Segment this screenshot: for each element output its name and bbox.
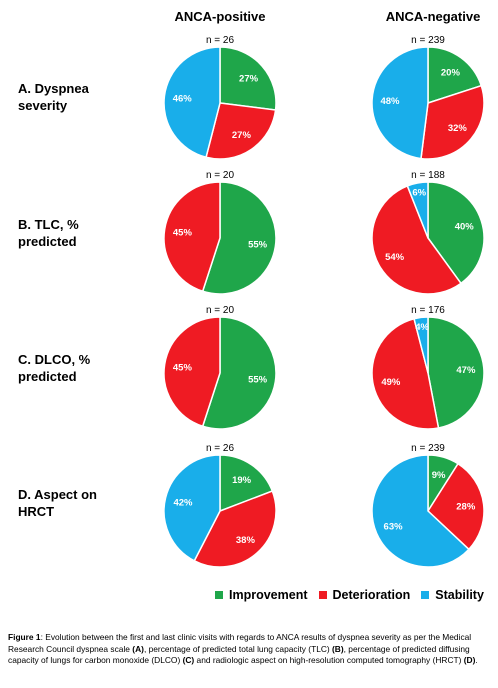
pie-charts-canvas: 27% 27% 46% n = 26 20% 32% 48% n = 239 55% 45% n =… [163,35,485,568]
caption-panel-ref: (B) [332,643,344,654]
pie-data-label-deterioration: 38% [236,535,256,546]
caption-text: . [475,655,478,666]
caption-text: , percentage of predicted diffusing capa… [8,643,470,666]
legend-item-stability: Stability [421,588,484,602]
pie-sample-size-label: n = 239 [411,35,445,46]
pie-data-label-stability: 48% [380,96,400,107]
legend-swatch-deterioration [318,591,327,599]
pie-data-label-improvement: 27% [239,73,259,84]
legend-label-deterioration: Deterioration [332,588,411,602]
row-label-line: severity [18,98,68,113]
pie-data-label-deterioration: 27% [232,130,252,141]
pie-data-label-stability: 42% [173,498,193,509]
pie-data-label-deterioration: 32% [448,123,468,134]
column-header-anca-negative: ANCA-negative [385,9,481,24]
pie-slice-stability [406,181,429,239]
pie-sample-size-label: n = 20 [206,170,235,181]
pie-slice-deterioration [163,181,221,293]
legend-label-improvement: Improvement [229,588,308,602]
caption-panel-ref: (C) [182,655,195,666]
pie-sample-size-label: n = 239 [411,443,445,454]
pie-slice-stability [371,454,470,568]
pie-slice-deterioration [163,316,221,428]
row-label-line: A. Dyspnea [18,81,89,96]
pie-sample-size-label: n = 26 [206,35,235,46]
legend-item-deterioration: Deterioration [318,588,411,602]
pie-slice-stability [413,316,429,374]
row-label-line: predicted [18,369,77,384]
pie-data-label-stability: 46% [173,94,193,105]
pie-data-label-stability: 63% [384,522,404,533]
row-label-tlc: B. TLC, % predicted [18,216,128,250]
chart-legend: Improvement Deterioration Stability [215,588,484,602]
caption-text: and radiologic aspect on high-resolution… [194,655,464,666]
pie-data-label-improvement: 47% [456,365,476,376]
row-label-line: HRCT [18,504,55,519]
caption-panel-ref: (D) [463,655,476,666]
pie-slice-deterioration [427,462,485,551]
pie-data-label-improvement: 55% [248,374,268,385]
row-label-line: C. DLCO, % [18,352,91,367]
pie-data-label-stability: 4% [415,322,429,333]
pie-data-label-deterioration: 28% [456,502,476,513]
pie-slice-deterioration [205,102,277,160]
row-label-hrct: D. Aspect on HRCT [18,486,128,520]
caption-text: , percentage of predicted total lung cap… [143,643,333,654]
pie-slice-improvement [201,316,277,430]
pie-data-label-improvement: 55% [248,239,268,250]
pie-sample-size-label: n = 176 [411,305,445,316]
pie-slice-deterioration [371,184,462,295]
legend-item-improvement: Improvement [215,588,308,602]
legend-label-stability: Stability [435,588,484,602]
row-label-line: D. Aspect on [18,487,97,502]
row-label-line: predicted [18,234,77,249]
pie-slice-improvement [427,316,485,429]
pie-data-label-deterioration: 45% [173,363,193,374]
legend-swatch-stability [421,591,430,599]
pie-slice-stability [371,46,429,160]
row-label-line: B. TLC, % [18,217,79,232]
pie-sample-size-label: n = 20 [206,305,235,316]
row-label-dlco: C. DLCO, % predicted [18,351,128,385]
figure-caption: Figure 1: Evolution between the first an… [8,632,493,667]
pie-data-label-deterioration: 45% [173,228,193,239]
column-header-anca-positive: ANCA-positive [174,9,266,24]
pie-slice-improvement [219,46,277,111]
pie-sample-size-label: n = 188 [411,170,445,181]
pie-data-label-deterioration: 54% [385,252,405,263]
legend-swatch-improvement [215,591,223,599]
caption-figure-label: Figure 1 [8,632,41,642]
pie-data-label-improvement: 19% [232,475,252,486]
pie-slice-improvement [219,454,274,513]
pie-data-label-improvement: 20% [441,68,461,79]
pie-data-label-improvement: 40% [455,222,475,233]
pie-data-label-deterioration: 49% [381,377,401,388]
pie-data-label-improvement: 9% [432,470,446,481]
pie-slice-stability [163,46,221,159]
pie-slice-stability [163,454,221,562]
pie-slice-deterioration [193,490,277,568]
pie-slice-deterioration [420,84,485,160]
pie-data-label-stability: 6% [412,187,426,198]
pie-sample-size-label: n = 26 [206,443,235,454]
pie-slice-improvement [201,181,277,295]
pie-slice-improvement [427,181,485,285]
pie-slice-improvement [427,46,483,105]
caption-panel-ref: (A) [132,643,144,654]
pie-slice-deterioration [371,317,440,430]
row-label-dyspnea: A. Dyspnea severity [18,80,128,114]
caption-text: : Evolution between the first and last c… [8,632,472,654]
